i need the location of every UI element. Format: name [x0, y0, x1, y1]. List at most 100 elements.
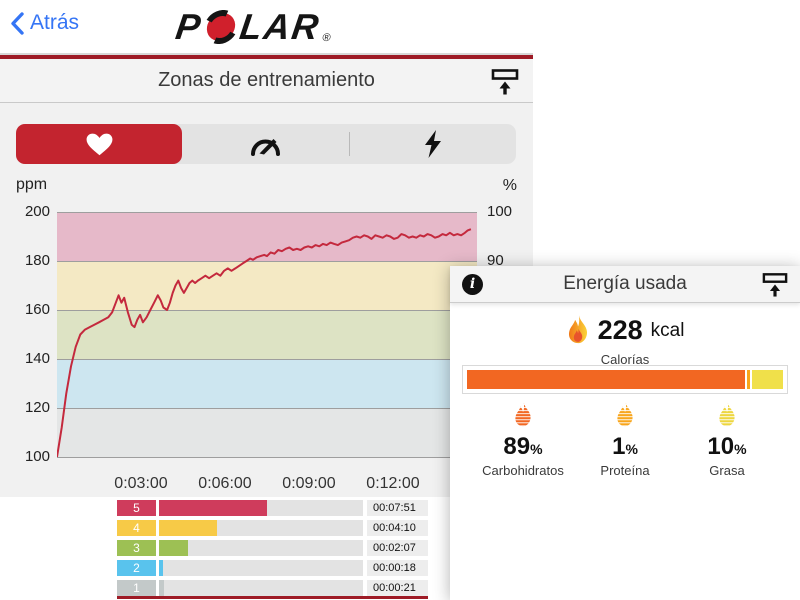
tab-heart-rate[interactable]: [16, 124, 183, 164]
right-axis-label-90: 90: [487, 252, 504, 269]
zone-row-3: 3 00:02:07: [117, 540, 428, 556]
flame-icon: [719, 402, 735, 427]
zone-band-160-180: [57, 261, 477, 310]
logo-text-p: P: [173, 6, 205, 47]
calories-row: 228 kcal: [450, 314, 800, 347]
y-axis-label-160: 160: [24, 301, 50, 318]
x-axis-label-0:03:00: 0:03:00: [114, 475, 168, 492]
energy-segment-Grasa: [751, 370, 783, 389]
calories-value: 228: [597, 315, 643, 345]
y-axis-label-140: 140: [24, 350, 50, 367]
macros-row: 89% Carbohidratos 1% Proteína 10% Grasa: [472, 402, 778, 478]
calories-unit: kcal: [650, 319, 685, 341]
macro-grasa: 10% Grasa: [676, 402, 778, 478]
calories-label: Calorías: [600, 352, 650, 367]
macro-percent: 10%: [707, 433, 747, 460]
macro-label: Grasa: [709, 463, 745, 478]
gridline-120: [57, 408, 477, 409]
zone-number-badge: 1: [117, 580, 156, 596]
energy-split-bar: [462, 365, 788, 394]
logo-text-lar: LAR: [237, 6, 323, 47]
polar-logo: P LAR ®: [173, 6, 334, 47]
zone-number-badge: 5: [117, 500, 156, 516]
zone-bar-track: [159, 540, 363, 556]
zone-band-120-140: [57, 359, 477, 408]
back-button[interactable]: Atrás: [10, 11, 79, 35]
macro-label: Proteína: [600, 463, 650, 478]
zone-number-badge: 3: [117, 540, 156, 556]
speedometer-icon: [250, 138, 280, 156]
zone-row-2: 2 00:00:18: [117, 560, 428, 576]
x-axis-label-0:09:00: 0:09:00: [282, 475, 336, 492]
macro-percent: 1%: [612, 433, 638, 460]
zone-time-value: 00:02:07: [367, 540, 428, 556]
left-axis-unit: ppm: [16, 176, 48, 193]
zone-bar: [159, 520, 217, 536]
zone-bar: [159, 500, 268, 516]
x-axis-label-0:06:00: 0:06:00: [198, 475, 252, 492]
top-bar: Atrás P LAR ®: [0, 0, 800, 53]
zone-time-value: 00:07:51: [367, 500, 428, 516]
info-icon[interactable]: i: [462, 274, 483, 295]
tab-divider: [348, 132, 350, 156]
tab-speed[interactable]: [182, 124, 348, 164]
zone-time-value: 00:00:18: [367, 560, 428, 576]
macro-carbohidratos: 89% Carbohidratos: [472, 402, 574, 478]
chevron-left-icon: [11, 11, 24, 35]
energy-panel-header: i Energía usada: [450, 266, 800, 303]
flame-icon: [515, 402, 531, 427]
energy-used-panel: i Energía usada 228 kcal Calorías: [450, 266, 800, 600]
zone-duration-table: 5 00:07:51 4 00:04:10 3 00:02:07 2 00:00:18 1 00:…: [117, 500, 428, 600]
zones-panel-header: Zonas de entrenamiento: [0, 59, 533, 103]
zone-time-value: 00:04:10: [367, 520, 428, 536]
zone-bar-track: [159, 560, 363, 576]
macro-label: Carbohidratos: [482, 463, 564, 478]
zone-bar: [159, 560, 164, 576]
flame-icon: [617, 402, 633, 427]
zone-band-140-160: [57, 310, 477, 359]
gridline-200: [57, 212, 477, 213]
zone-time-value: 00:00:21: [367, 580, 428, 596]
share-upload-icon[interactable]: [491, 68, 519, 95]
heart-rate-line: [57, 228, 472, 457]
zone-bar-track: [159, 500, 363, 516]
energy-segment-Carbohidratos: [467, 370, 745, 389]
x-axis-label-0:12:00: 0:12:00: [366, 475, 420, 492]
energy-panel-title: Energía usada: [563, 273, 687, 294]
tab-power[interactable]: [350, 124, 516, 164]
zone-table-accent-rule: [117, 596, 428, 599]
energy-segment-Proteína: [746, 370, 750, 389]
zones-panel-title: Zonas de entrenamiento: [158, 69, 375, 91]
heart-rate-chart: [57, 212, 477, 458]
zone-bar: [159, 580, 164, 596]
panel-accent-rule: [0, 55, 533, 59]
right-axis-label-100: 100: [487, 203, 513, 220]
polar-logo-o-icon: [203, 10, 239, 44]
gridline-100: [57, 457, 477, 458]
y-axis-label-200: 200: [24, 203, 50, 220]
heart-icon: [86, 133, 113, 155]
metric-tabs: [16, 124, 516, 164]
gridline-160: [57, 310, 477, 311]
right-axis-unit: %: [502, 177, 517, 194]
gridline-180: [57, 261, 477, 262]
zone-bar-track: [159, 520, 363, 536]
share-upload-icon[interactable]: [762, 272, 788, 297]
y-axis-label-120: 120: [24, 399, 50, 416]
zone-row-5: 5 00:07:51: [117, 500, 428, 516]
y-axis-label-180: 180: [24, 252, 50, 269]
zone-row-1: 1 00:00:21: [117, 580, 428, 596]
back-label: Atrás: [30, 11, 80, 34]
zone-number-badge: 4: [117, 520, 156, 536]
zone-bar-track: [159, 580, 363, 596]
macro-percent: 89%: [503, 433, 543, 460]
training-zones-panel: Zonas de entrenamiento: [0, 53, 533, 497]
zone-row-4: 4 00:04:10: [117, 520, 428, 536]
lightning-bolt-icon: [424, 130, 441, 158]
y-axis-label-100: 100: [24, 448, 50, 465]
macro-proteína: 1% Proteína: [574, 402, 676, 478]
registered-mark: ®: [321, 32, 332, 44]
zone-band-100-120: [57, 408, 477, 457]
flame-icon: [568, 315, 587, 344]
